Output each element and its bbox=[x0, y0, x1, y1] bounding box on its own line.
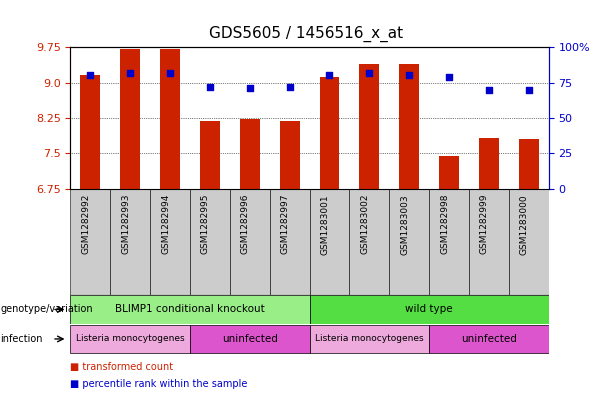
Point bbox=[484, 86, 494, 93]
Bar bbox=[120, 49, 140, 189]
Point bbox=[524, 86, 533, 93]
Point bbox=[284, 84, 294, 90]
Bar bbox=[230, 189, 270, 295]
Text: GDS5605 / 1456516_x_at: GDS5605 / 1456516_x_at bbox=[210, 26, 403, 42]
Bar bbox=[310, 296, 549, 324]
Text: GSM1283002: GSM1283002 bbox=[360, 194, 369, 254]
Point bbox=[166, 70, 175, 76]
Text: Listeria monocytogenes: Listeria monocytogenes bbox=[315, 334, 424, 343]
Bar bbox=[190, 325, 310, 353]
Text: GSM1282997: GSM1282997 bbox=[281, 194, 289, 254]
Text: ■ transformed count: ■ transformed count bbox=[70, 362, 173, 373]
Text: Listeria monocytogenes: Listeria monocytogenes bbox=[76, 334, 185, 343]
Point bbox=[444, 74, 454, 80]
Bar bbox=[479, 138, 499, 189]
Point bbox=[205, 84, 215, 90]
Point bbox=[364, 70, 374, 76]
Text: ■ percentile rank within the sample: ■ percentile rank within the sample bbox=[70, 379, 248, 389]
Point bbox=[125, 70, 135, 76]
Bar bbox=[80, 75, 101, 189]
Text: GSM1282998: GSM1282998 bbox=[440, 194, 449, 254]
Text: genotype/variation: genotype/variation bbox=[1, 305, 93, 314]
Point bbox=[86, 72, 96, 79]
Bar bbox=[429, 325, 549, 353]
Bar bbox=[310, 189, 349, 295]
Bar bbox=[150, 189, 190, 295]
Text: infection: infection bbox=[1, 334, 43, 344]
Bar bbox=[280, 121, 300, 189]
Bar bbox=[240, 119, 260, 189]
Bar bbox=[429, 189, 469, 295]
Text: GSM1282995: GSM1282995 bbox=[201, 194, 210, 254]
Bar bbox=[110, 189, 150, 295]
Bar bbox=[399, 64, 419, 189]
Text: uninfected: uninfected bbox=[461, 334, 517, 344]
Bar bbox=[270, 189, 310, 295]
Bar bbox=[319, 77, 340, 189]
Bar bbox=[359, 64, 379, 189]
Point bbox=[325, 72, 335, 79]
Text: GSM1282996: GSM1282996 bbox=[241, 194, 250, 254]
Text: wild type: wild type bbox=[405, 305, 453, 314]
Text: uninfected: uninfected bbox=[222, 334, 278, 344]
Bar bbox=[70, 296, 310, 324]
Bar bbox=[160, 49, 180, 189]
Bar bbox=[349, 189, 389, 295]
Text: GSM1282992: GSM1282992 bbox=[82, 194, 91, 254]
Bar bbox=[439, 156, 459, 189]
Bar bbox=[389, 189, 429, 295]
Text: GSM1283003: GSM1283003 bbox=[400, 194, 409, 255]
Bar bbox=[469, 189, 509, 295]
Point bbox=[245, 85, 255, 91]
Point bbox=[405, 72, 414, 79]
Bar bbox=[190, 189, 230, 295]
Bar bbox=[509, 189, 549, 295]
Bar bbox=[70, 189, 110, 295]
Bar bbox=[310, 325, 429, 353]
Bar bbox=[70, 325, 190, 353]
Text: BLIMP1 conditional knockout: BLIMP1 conditional knockout bbox=[115, 305, 265, 314]
Bar bbox=[200, 121, 220, 189]
Text: GSM1282994: GSM1282994 bbox=[161, 194, 170, 254]
Text: GSM1282999: GSM1282999 bbox=[480, 194, 489, 254]
Text: GSM1282993: GSM1282993 bbox=[121, 194, 130, 254]
Text: GSM1283001: GSM1283001 bbox=[321, 194, 330, 255]
Bar bbox=[519, 139, 539, 189]
Text: GSM1283000: GSM1283000 bbox=[520, 194, 528, 255]
